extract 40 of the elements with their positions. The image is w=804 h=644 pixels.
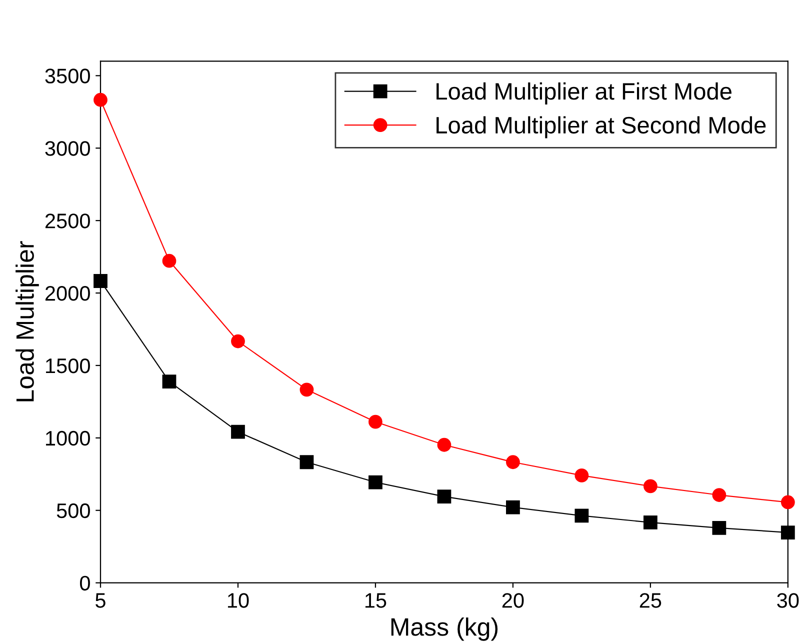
x-axis-title: Mass (kg) — [391, 618, 498, 641]
point — [574, 468, 589, 482]
x-tick-label: 5 — [96, 593, 106, 608]
point — [300, 455, 314, 470]
y-tick-label: 3000 — [45, 141, 90, 156]
x-tick-label: 20 — [502, 593, 524, 608]
point — [506, 455, 520, 470]
y-tick-label: 1500 — [46, 358, 90, 374]
y-tick-label: 3500 — [45, 68, 90, 84]
point — [231, 334, 245, 348]
y-tick-label: 0 — [80, 576, 90, 591]
y-tick-label: 2500 — [45, 214, 90, 228]
point — [162, 374, 176, 388]
point — [643, 515, 658, 530]
y-tick-label: 2000 — [45, 286, 90, 301]
legend-label: Load Multiplier at Second Mode — [436, 116, 766, 138]
legend-label: Load Multiplier at First Mode — [436, 82, 732, 104]
point — [712, 520, 726, 535]
point — [574, 508, 589, 523]
point — [368, 475, 382, 490]
point — [162, 254, 176, 268]
y-tick-label: 500 — [56, 503, 90, 518]
point — [437, 490, 452, 504]
point — [231, 424, 245, 439]
x-tick-label: 30 — [777, 593, 799, 608]
point — [300, 382, 314, 397]
x-tick-label: 15 — [365, 593, 386, 608]
point — [368, 414, 382, 429]
y-axis-title: Load Multiplier — [16, 241, 39, 402]
point — [712, 488, 726, 502]
y-tick-label: 1000 — [46, 430, 90, 446]
point — [94, 92, 108, 107]
point — [94, 274, 108, 288]
x-tick-label: 10 — [228, 593, 249, 608]
point — [643, 479, 658, 494]
x-tick-label: 25 — [640, 593, 662, 608]
point — [506, 500, 520, 514]
point — [780, 526, 795, 540]
point — [437, 438, 452, 452]
point — [780, 495, 795, 510]
